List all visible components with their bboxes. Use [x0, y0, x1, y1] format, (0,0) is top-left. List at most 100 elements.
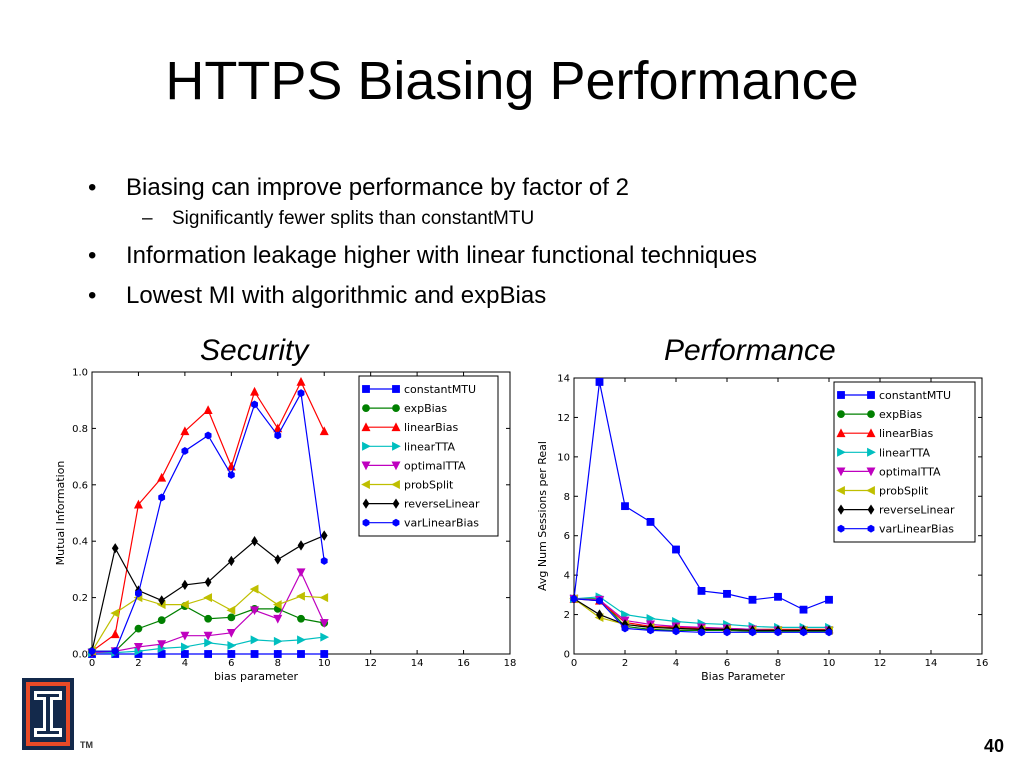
data-point: [273, 614, 283, 624]
legend-label: probSplit: [404, 479, 454, 492]
data-point: [297, 614, 305, 623]
data-point: [319, 593, 329, 603]
data-point: [180, 642, 190, 652]
data-point: [133, 643, 143, 652]
x-tick-label: 12: [364, 658, 377, 669]
legend: constantMTU expBias linearBias linearTTA opt…: [833, 381, 976, 543]
legend-label: expBias: [879, 408, 922, 421]
y-tick-label: 0.8: [72, 424, 88, 435]
data-point: [203, 405, 213, 414]
series-varLinearBias: [570, 594, 833, 637]
legend-label: constantMTU: [879, 389, 951, 402]
data-point: [273, 650, 282, 658]
data-point: [180, 631, 190, 641]
data-point: [158, 595, 166, 606]
bullet-text: Information leakage higher with linear f…: [126, 242, 758, 269]
legend-label: optimalTTA: [879, 465, 941, 478]
legend-marker: [836, 428, 846, 438]
legend-label: varLinearBias: [404, 517, 479, 530]
data-point: [723, 628, 731, 637]
legend-item: optimalTTA: [361, 459, 466, 472]
performance-chart: 0 2 4 6 8 10 12 14 16 0 2 4 6 8 10 12 14 Bias Parameter Av…: [536, 374, 988, 684]
y-tick-label: 4: [564, 571, 570, 582]
x-tick-label: 10: [318, 658, 331, 669]
data-point: [825, 628, 833, 637]
data-point: [274, 554, 282, 565]
data-point: [621, 502, 629, 511]
data-point: [748, 595, 757, 604]
legend-marker: [866, 467, 876, 477]
legend-item: linearBias: [361, 421, 458, 434]
legend-marker: [392, 385, 400, 393]
x-tick-label: 6: [228, 658, 234, 669]
legend-marker: [361, 461, 371, 471]
sub-bullet-dash-icon: –: [142, 208, 153, 229]
data-point: [204, 638, 213, 648]
data-point: [646, 614, 656, 624]
y-tick-label: 0.6: [72, 480, 88, 491]
x-tick-label: 12: [874, 658, 887, 669]
data-point: [273, 636, 283, 646]
data-point: [799, 605, 808, 614]
data-point: [227, 613, 236, 622]
legend-marker: [391, 480, 400, 489]
legend-label: reverseLinear: [879, 504, 955, 517]
data-point: [134, 624, 143, 633]
data-point: [320, 556, 328, 565]
y-tick-label: 0.0: [72, 650, 88, 661]
x-tick-label: 0: [571, 658, 577, 669]
legend-item: optimalTTA: [836, 465, 941, 478]
data-point: [180, 650, 189, 658]
trademark-mark: TM: [80, 740, 93, 750]
data-point: [181, 447, 189, 455]
x-tick-label: 8: [775, 658, 781, 669]
data-point: [825, 595, 833, 604]
data-point: [204, 614, 213, 623]
data-point: [320, 650, 329, 658]
legend-item: expBias: [837, 408, 922, 421]
data-point: [110, 629, 120, 639]
data-point: [251, 536, 258, 547]
page-number: 40: [983, 736, 1004, 756]
legend-label: linearBias: [879, 427, 933, 440]
data-point: [595, 378, 604, 386]
data-point: [272, 600, 282, 610]
data-point: [274, 431, 282, 440]
data-point: [111, 543, 119, 554]
data-point: [227, 470, 235, 479]
data-point: [110, 608, 120, 618]
legend-label: expBias: [404, 402, 447, 415]
legend-marker: [837, 391, 845, 399]
x-tick-label: 14: [411, 658, 424, 669]
series-varLinearBias: [88, 389, 328, 656]
legend-label: constantMTU: [404, 383, 476, 396]
data-point: [251, 400, 258, 409]
data-point: [297, 635, 306, 645]
legend-item: constantMTU: [362, 383, 476, 396]
legend-marker: [362, 498, 370, 509]
legend-item: linearBias: [836, 427, 933, 440]
data-point: [647, 626, 654, 635]
data-point: [226, 628, 236, 638]
data-point: [698, 628, 705, 637]
data-point: [203, 593, 213, 603]
bullet-item: • Lowest MI with algorithmic and expBias: [88, 276, 988, 316]
y-axis-label: Avg Num Sessions per Real: [536, 441, 549, 591]
legend-box: [833, 381, 976, 543]
legend-marker: [866, 486, 875, 495]
sub-bullet-text: Significantly fewer splits than constant…: [172, 208, 535, 229]
y-tick-label: 0.4: [72, 537, 88, 548]
data-point: [250, 386, 260, 396]
data-point: [133, 499, 143, 509]
data-point: [774, 628, 782, 637]
x-axis-label: Bias Parameter: [701, 670, 785, 683]
legend-label: varLinearBias: [879, 523, 954, 536]
legend-item: expBias: [362, 402, 447, 415]
x-tick-label: 2: [622, 658, 628, 669]
security-caption: Security: [200, 334, 309, 367]
legend-marker: [836, 486, 845, 495]
data-point: [158, 493, 166, 502]
data-point: [774, 592, 782, 601]
data-point: [297, 389, 305, 398]
legend-marker: [867, 410, 875, 418]
